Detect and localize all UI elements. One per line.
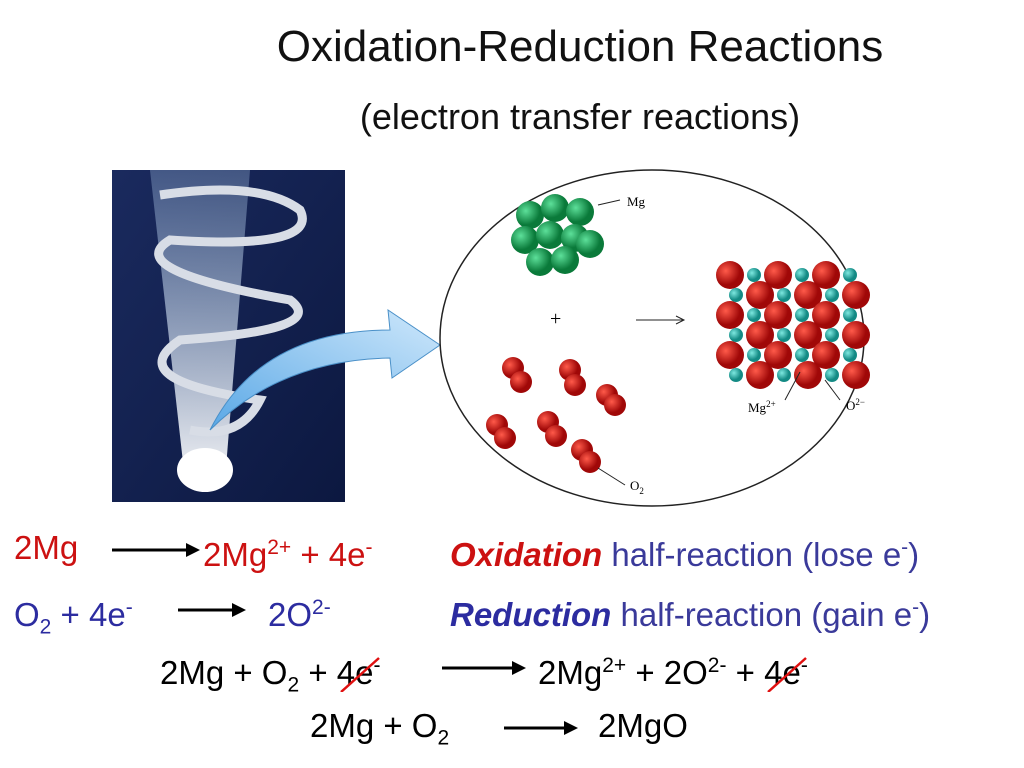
- flame: [150, 170, 250, 480]
- term: 2Mg2+: [538, 654, 626, 691]
- equation-side: 2Mg: [14, 528, 78, 568]
- reaction-label: Oxidation half-reaction (lose e-): [450, 528, 919, 575]
- label: Mg: [627, 194, 646, 209]
- text: +: [299, 654, 337, 691]
- term: ): [908, 536, 919, 573]
- term: half-reaction (gain e-: [611, 596, 919, 633]
- text: + 2O: [626, 654, 708, 691]
- mgo-lattice: [716, 261, 870, 389]
- reaction-label: Reduction half-reaction (gain e-): [450, 588, 930, 635]
- arrow-box: [504, 718, 578, 743]
- text: ): [908, 536, 920, 573]
- term: Oxidation: [450, 536, 602, 573]
- arrow: [209, 308, 441, 431]
- text: +: [726, 654, 765, 691]
- label: O2: [630, 478, 644, 496]
- text: 2Mg: [538, 654, 603, 691]
- text: 2Mg + O: [160, 654, 288, 691]
- text: half-reaction (lose e: [602, 536, 902, 573]
- term: 2Mg + O2: [310, 707, 449, 750]
- strike: [339, 657, 380, 692]
- text: 2MgO: [598, 707, 688, 744]
- sub: 2: [287, 673, 300, 697]
- sup: 2+: [267, 536, 292, 559]
- reaction-arrow: [504, 721, 578, 735]
- equation-side: 2Mg2+ + 4e-: [203, 528, 372, 575]
- term: 2Mg + O2: [160, 654, 299, 697]
- term: half-reaction (lose e-: [602, 536, 908, 573]
- sup: -: [912, 596, 920, 619]
- term: +: [726, 654, 764, 691]
- label: +: [550, 308, 561, 330]
- o2-molecules: [486, 357, 626, 473]
- sup: -: [901, 536, 909, 559]
- text: Reduction: [450, 596, 612, 633]
- sup: -: [800, 654, 808, 677]
- arrow-box: [178, 600, 246, 625]
- equation-side: 2Mg + O2 + 4e-: [160, 646, 381, 706]
- sub: 2: [437, 726, 450, 750]
- title: Oxidation-Reduction Reactions: [276, 22, 884, 71]
- text: + 4e: [51, 596, 126, 633]
- term: 4e-: [764, 654, 808, 692]
- equation-side: 2Mg2+ + 2O2- + 4e-: [538, 646, 808, 693]
- sup: 2-: [707, 654, 727, 677]
- text: O: [14, 596, 40, 633]
- arrow-box: [442, 658, 526, 683]
- term: +: [299, 654, 337, 691]
- strike: [767, 657, 807, 692]
- sup: 2+: [602, 654, 627, 677]
- text: 4e: [764, 654, 801, 691]
- reaction-arrow: [178, 603, 246, 617]
- text: 2Mg: [14, 529, 79, 566]
- sup: -: [365, 536, 373, 559]
- equation-side: 2Mg + O2: [310, 706, 449, 759]
- term: O2: [14, 596, 51, 639]
- label: Mg2+: [748, 399, 776, 415]
- subtitle: (electron transfer reactions): [359, 96, 801, 137]
- arrow-box: [112, 540, 200, 565]
- equation-side: 2MgO: [598, 706, 688, 746]
- mg-cluster: [511, 194, 604, 276]
- text: 2Mg: [203, 536, 268, 573]
- text: half-reaction (gain e: [611, 596, 913, 633]
- sub: 2: [39, 615, 52, 639]
- text: 2O: [268, 596, 313, 633]
- reaction-arrow: [442, 661, 526, 675]
- term: 4e-: [336, 654, 381, 692]
- ribbon: [154, 185, 307, 437]
- reaction-arrow: [112, 543, 200, 557]
- term: Reduction: [450, 596, 611, 633]
- term: ): [919, 596, 930, 633]
- text: 2Mg + O: [310, 707, 438, 744]
- sup: -: [125, 596, 133, 619]
- term: 2MgO: [598, 707, 688, 744]
- term: 2Mg: [14, 529, 78, 566]
- term: + 2O2-: [626, 654, 726, 691]
- sup: 2-: [312, 596, 331, 619]
- term: 2O2-: [268, 596, 331, 633]
- text: 4e: [336, 654, 374, 691]
- label: O2−: [846, 397, 865, 413]
- term: + 4e-: [51, 596, 133, 633]
- text: Oxidation: [450, 536, 603, 573]
- sup: -: [373, 654, 381, 677]
- equation-side: O2 + 4e-: [14, 588, 133, 648]
- glow: [177, 448, 233, 492]
- text: ): [919, 596, 931, 633]
- term: + 4e-: [291, 536, 372, 573]
- text: + 4e: [291, 536, 366, 573]
- equation-side: 2O2-: [268, 588, 331, 635]
- term: 2Mg2+: [203, 536, 291, 573]
- illustration: Mg + Mg2+ O2− O2: [112, 169, 870, 507]
